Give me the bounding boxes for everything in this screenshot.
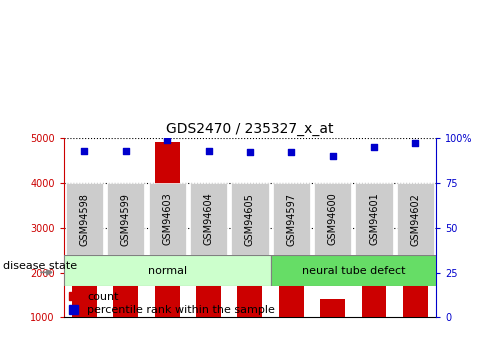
- Bar: [403, 200, 428, 317]
- Text: GSM94601: GSM94601: [369, 193, 379, 245]
- FancyBboxPatch shape: [231, 183, 269, 255]
- Point: [412, 141, 419, 146]
- Text: GSM94604: GSM94604: [203, 193, 214, 245]
- FancyBboxPatch shape: [272, 183, 310, 255]
- Bar: [72, 262, 97, 317]
- Legend: count, percentile rank within the sample: count, percentile rank within the sample: [69, 292, 275, 315]
- Bar: [320, 299, 345, 317]
- FancyBboxPatch shape: [397, 183, 434, 255]
- Bar: [113, 250, 138, 317]
- Text: GSM94597: GSM94597: [286, 193, 296, 246]
- Text: GSM94605: GSM94605: [245, 193, 255, 246]
- FancyBboxPatch shape: [314, 183, 351, 255]
- Point: [246, 150, 254, 155]
- Point: [287, 150, 295, 155]
- Point: [370, 144, 378, 150]
- FancyBboxPatch shape: [64, 255, 270, 286]
- Point: [163, 137, 171, 142]
- Text: GSM94600: GSM94600: [328, 193, 338, 245]
- Bar: [279, 282, 304, 317]
- Point: [329, 153, 337, 159]
- Text: GSM94602: GSM94602: [411, 193, 420, 246]
- Bar: [155, 142, 179, 317]
- Text: disease state: disease state: [3, 261, 77, 271]
- Point: [122, 148, 130, 153]
- FancyBboxPatch shape: [270, 255, 436, 286]
- Text: GSM94598: GSM94598: [79, 193, 89, 246]
- Text: GSM94603: GSM94603: [162, 193, 172, 245]
- FancyBboxPatch shape: [148, 183, 186, 255]
- Bar: [362, 244, 387, 317]
- Point: [80, 148, 88, 153]
- FancyBboxPatch shape: [66, 183, 103, 255]
- FancyBboxPatch shape: [107, 183, 145, 255]
- FancyBboxPatch shape: [355, 183, 392, 255]
- Text: GSM94599: GSM94599: [121, 193, 131, 246]
- Title: GDS2470 / 235327_x_at: GDS2470 / 235327_x_at: [166, 121, 334, 136]
- FancyBboxPatch shape: [190, 183, 227, 255]
- Bar: [238, 275, 262, 317]
- Text: normal: normal: [147, 266, 187, 276]
- Point: [205, 148, 213, 153]
- Text: neural tube defect: neural tube defect: [301, 266, 405, 276]
- Bar: [196, 268, 221, 317]
